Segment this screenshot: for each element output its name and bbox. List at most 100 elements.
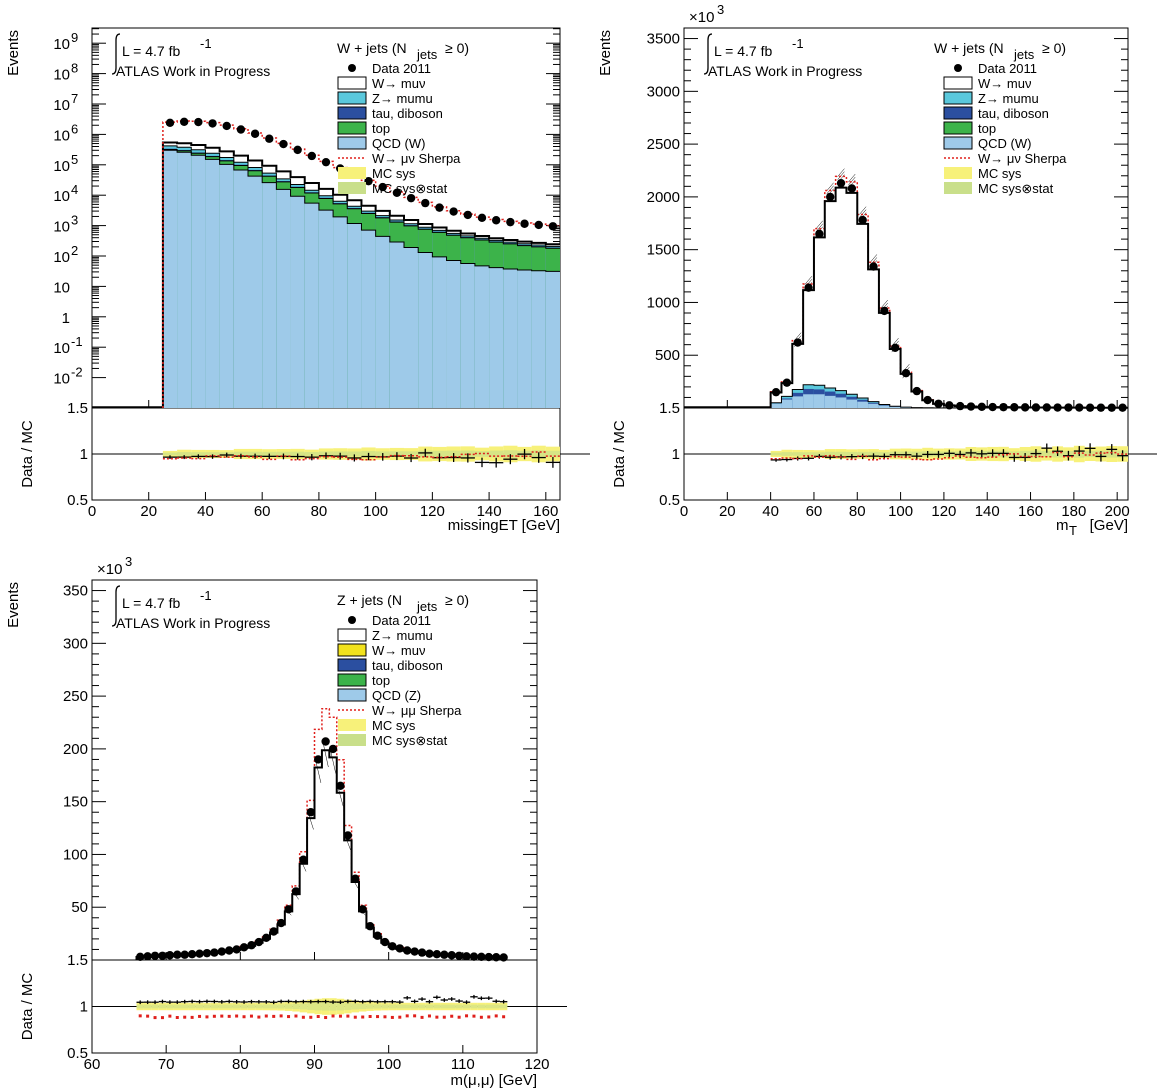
ratio-sherpa — [324, 1016, 328, 1020]
data-point — [506, 217, 515, 227]
ratio-tick-label: 1.5 — [659, 400, 680, 417]
main-frame — [683, 27, 1129, 409]
legend-label: W→ muν — [372, 76, 425, 91]
stack-qcd — [857, 401, 869, 408]
y-tick-label: 10 — [53, 279, 70, 296]
ratio-sysstat-band — [835, 451, 847, 457]
legend-label: MC sys⊗stat — [978, 181, 1054, 196]
data-point — [417, 948, 427, 957]
x-tick-label: 180 — [1061, 503, 1086, 520]
ratio-sherpa — [427, 1014, 431, 1018]
legend-label: MC sys — [372, 718, 416, 733]
y-axis-label: Events — [5, 582, 22, 628]
x-tick-label: 140 — [477, 503, 502, 520]
x-tick-label: 80 — [849, 503, 866, 520]
ratio-sherpa — [190, 1015, 194, 1019]
data-point — [1107, 403, 1116, 412]
ratio-sherpa — [353, 1015, 357, 1019]
data-point — [1053, 403, 1062, 412]
y-tick-label: 200 — [63, 741, 88, 758]
legend-swatch — [337, 91, 367, 105]
legend-fill — [338, 167, 366, 179]
legend-label: Data 2011 — [372, 613, 431, 628]
data-point — [462, 952, 471, 961]
legend-label: MC sys — [978, 166, 1022, 181]
data-point — [771, 387, 781, 397]
ratio-sysstat-band — [381, 1004, 389, 1009]
legend-swatch — [337, 106, 367, 120]
data-point — [901, 368, 911, 378]
data-point — [284, 905, 293, 914]
ratio-sysstat-band — [824, 451, 836, 457]
stack-qcd — [474, 265, 490, 408]
x-tick-label: 100 — [363, 503, 388, 520]
mc-hatch — [837, 171, 845, 180]
data-point — [236, 125, 246, 134]
ratio-sherpa — [205, 1015, 209, 1019]
ratio-sysstat-band — [347, 451, 362, 457]
ratio-sherpa — [368, 1015, 372, 1019]
ratio-sysstat-band — [770, 452, 782, 456]
x-tick-label: 140 — [975, 503, 1000, 520]
x-tick-label: 90 — [306, 1056, 323, 1073]
legend-swatch — [943, 76, 973, 90]
stack-qcd — [304, 203, 319, 408]
ratio-sysstat-band — [489, 450, 504, 458]
data-point — [1010, 403, 1019, 412]
data-point — [279, 139, 288, 149]
data-point — [999, 402, 1008, 412]
data-point — [225, 946, 234, 955]
channel-label: Z + jets (N — [337, 592, 402, 608]
mc-hatch — [315, 759, 322, 783]
data-point — [158, 951, 167, 960]
legend-label: top — [978, 121, 996, 136]
data-point — [469, 952, 479, 961]
data-point — [858, 215, 867, 225]
legend-data-marker — [348, 64, 356, 72]
mc-hatch — [859, 209, 867, 218]
data-point — [328, 744, 338, 754]
data-point — [307, 151, 317, 161]
y-tick-label: 10 — [53, 249, 70, 266]
data-point — [143, 952, 152, 961]
data-point — [250, 129, 260, 138]
x-tick-label: 0 — [88, 503, 96, 520]
ratio-sysstat-band — [477, 1004, 486, 1009]
ratio-sysstat-band — [813, 452, 825, 456]
y-tick-exponent: 3 — [71, 213, 78, 228]
ratio-sherpa — [450, 1014, 454, 1018]
ratio-sherpa — [376, 1015, 380, 1019]
legend-swatch — [943, 91, 973, 105]
data-point — [548, 222, 558, 231]
y-tick-label: 10 — [53, 97, 70, 114]
stack-qcd — [835, 397, 847, 408]
ratio-sysstat-band — [803, 452, 814, 456]
legend-fill — [338, 182, 366, 194]
legend-label: Data 2011 — [372, 61, 431, 76]
data-point — [1031, 403, 1041, 412]
data-point — [358, 905, 367, 914]
y-tick-exponent: 5 — [71, 152, 78, 167]
ratio-sysstat-band — [314, 1002, 322, 1011]
y-exponent-label: ×10 — [97, 561, 122, 578]
ratio-tick-label: 1.5 — [67, 952, 88, 969]
ratio-sysstat-band — [292, 1003, 300, 1010]
x-tick-label: 40 — [197, 503, 214, 520]
data-point — [491, 216, 501, 225]
data-point — [378, 182, 387, 192]
stack-qcd — [878, 405, 890, 408]
ratio-sysstat-band — [262, 1004, 270, 1009]
data-point — [208, 119, 217, 128]
data-point — [180, 950, 189, 959]
data-point — [425, 949, 434, 958]
ratio-sysstat-band — [284, 1004, 293, 1009]
data-point — [373, 931, 382, 940]
y-tick-label: 10 — [53, 67, 70, 84]
ratio-sysstat-band — [418, 1004, 426, 1009]
integral-sign — [703, 33, 713, 75]
data-point — [254, 937, 264, 947]
x-tick-label: 20 — [719, 503, 736, 520]
ratio-sysstat-band — [225, 1004, 233, 1009]
y-axis-label: Events — [5, 30, 22, 76]
ratio-sysstat-band — [462, 1004, 471, 1009]
